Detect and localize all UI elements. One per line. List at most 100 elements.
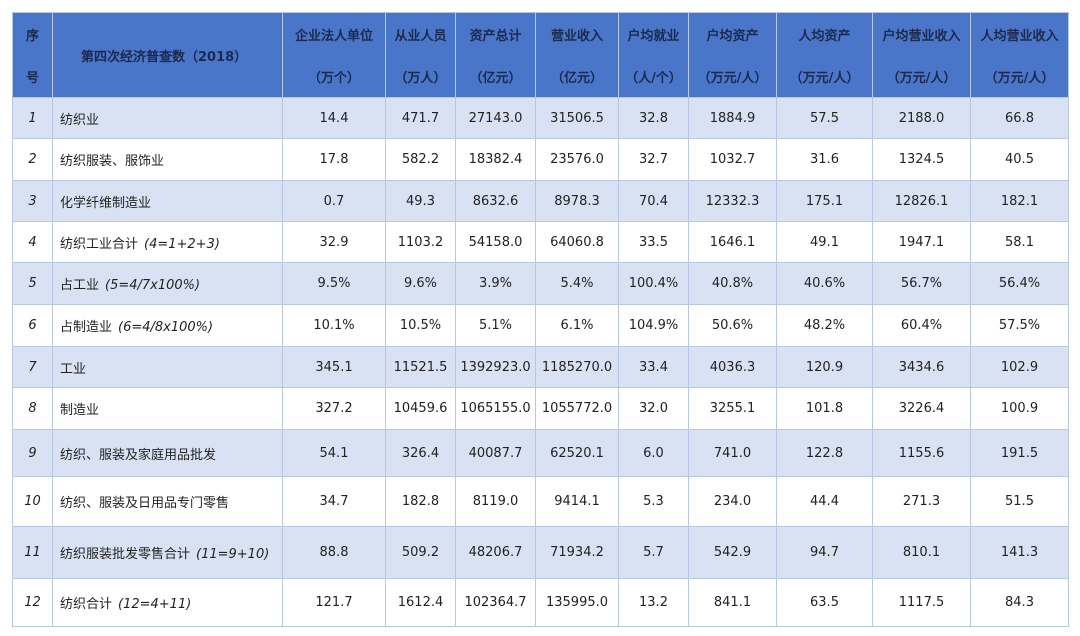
formula-note: (6=4/8x100%) (118, 320, 214, 335)
value-cell: 1117.5 (872, 578, 971, 627)
value-cell: 104.9% (618, 304, 689, 347)
table-row: 5 占工业 (5=4/7x100%) 9.5% 9.6% 3.9% 5.4% 100.4% 40… (12, 262, 1069, 305)
value-cell: 6.0 (618, 429, 689, 477)
value-cell: 54158.0 (455, 221, 536, 263)
value-cell: 1612.4 (385, 578, 456, 627)
seq-cell: 10 (12, 476, 53, 527)
item-name: 占制造业 (60, 320, 113, 335)
value-cell: 1055772.0 (535, 387, 619, 430)
value-cell: 66.8 (970, 97, 1069, 139)
value-cell: 271.3 (872, 476, 971, 527)
table-row: 4 纺织工业合计 (4=1+2+3) 32.9 1103.2 54158.0 64060.8… (12, 221, 1069, 263)
value-cell: 60.4% (872, 304, 971, 347)
value-cell: 57.5 (776, 97, 873, 139)
value-cell: 841.1 (688, 578, 777, 627)
value-cell: 3255.1 (688, 387, 777, 430)
name-cell: 制造业 (52, 387, 283, 430)
value-cell: 44.4 (776, 476, 873, 527)
item-name: 制造业 (60, 403, 100, 418)
value-cell: 1947.1 (872, 221, 971, 263)
item-name: 工业 (60, 361, 87, 377)
value-cell: 327.2 (282, 387, 386, 430)
seq-header: 序 (12, 12, 53, 55)
item-name: 纺织业 (60, 112, 100, 128)
seq-header: 号 (12, 55, 53, 98)
value-cell: 509.2 (385, 526, 456, 579)
value-cell: 64060.8 (535, 221, 619, 263)
value-cell: 10.1% (282, 304, 386, 347)
value-cell: 102.9 (970, 346, 1069, 388)
value-cell: 40.8% (688, 262, 777, 305)
column-unit: （万人） (385, 55, 456, 98)
table-row: 3 化学纤维制造业 0.7 49.3 8632.6 8978.3 70.4 12332.3 17… (12, 180, 1069, 222)
seq-cell: 5 (12, 262, 53, 305)
value-cell: 2188.0 (872, 97, 971, 139)
value-cell: 100.9 (970, 387, 1069, 430)
seq-cell: 11 (12, 526, 53, 579)
value-cell: 54.1 (282, 429, 386, 477)
value-cell: 1884.9 (688, 97, 777, 139)
value-cell: 84.3 (970, 578, 1069, 627)
value-cell: 71934.2 (535, 526, 619, 579)
value-cell: 141.3 (970, 526, 1069, 579)
value-cell: 5.1% (455, 304, 536, 347)
seq-cell: 3 (12, 180, 53, 222)
column-unit: （人/个） (618, 55, 689, 98)
value-cell: 5.7 (618, 526, 689, 579)
value-cell: 741.0 (688, 429, 777, 477)
value-cell: 182.8 (385, 476, 456, 527)
value-cell: 51.5 (970, 476, 1069, 527)
table-row: 2 纺织服装、服饰业 17.8 582.2 18382.4 23576.0 32.7 1032… (12, 138, 1069, 181)
value-cell: 50.6% (688, 304, 777, 347)
name-cell: 纺织合计 (12=4+11) (52, 578, 283, 627)
column-unit: （万个） (282, 55, 386, 98)
value-cell: 1392923.0 (455, 346, 536, 388)
value-cell: 32.9 (282, 221, 386, 263)
item-name: 化学纤维制造业 (60, 195, 152, 211)
item-name: 纺织合计 (60, 597, 113, 612)
value-cell: 40.5 (970, 138, 1069, 181)
value-cell: 32.7 (618, 138, 689, 181)
value-cell: 121.7 (282, 578, 386, 627)
table-row: 11 纺织服装批发零售合计 (11=9+10) 88.8 509.2 48206.7 719… (12, 526, 1069, 579)
column-header: 从业人员 (385, 12, 456, 55)
column-unit: （亿元） (535, 55, 619, 98)
census-table: 序第四次经济普查数（2018） 企业法人单位 从业人员 资产总计 营业收入 户均就业 户均资… (12, 12, 1069, 627)
value-cell: 8632.6 (455, 180, 536, 222)
value-cell: 8119.0 (455, 476, 536, 527)
value-cell: 18382.4 (455, 138, 536, 181)
item-name: 纺织、服装及日用品专门零售 (60, 496, 230, 511)
value-cell: 12332.3 (688, 180, 777, 222)
value-cell: 58.1 (970, 221, 1069, 263)
value-cell: 1103.2 (385, 221, 456, 263)
name-cell: 纺织业 (52, 97, 283, 139)
seq-cell: 8 (12, 387, 53, 430)
value-cell: 48.2% (776, 304, 873, 347)
value-cell: 135995.0 (535, 578, 619, 627)
formula-note: (12=4+11) (118, 597, 192, 612)
item-name: 纺织服装批发零售合计 (60, 547, 191, 562)
name-cell: 占制造业 (6=4/8x100%) (52, 304, 283, 347)
value-cell: 12826.1 (872, 180, 971, 222)
value-cell: 10.5% (385, 304, 456, 347)
table-row: 1 纺织业 14.4 471.7 27143.0 31506.5 32.8 1884.9 57.… (12, 97, 1069, 139)
column-header: 户均营业收入 (872, 12, 971, 55)
value-cell: 582.2 (385, 138, 456, 181)
value-cell: 34.7 (282, 476, 386, 527)
value-cell: 1646.1 (688, 221, 777, 263)
value-cell: 33.5 (618, 221, 689, 263)
value-cell: 56.7% (872, 262, 971, 305)
value-cell: 122.8 (776, 429, 873, 477)
name-cell: 纺织工业合计 (4=1+2+3) (52, 221, 283, 263)
value-cell: 326.4 (385, 429, 456, 477)
value-cell: 23576.0 (535, 138, 619, 181)
value-cell: 17.8 (282, 138, 386, 181)
value-cell: 102364.7 (455, 578, 536, 627)
value-cell: 100.4% (618, 262, 689, 305)
value-cell: 10459.6 (385, 387, 456, 430)
value-cell: 48206.7 (455, 526, 536, 579)
column-header: 户均资产 (688, 12, 777, 55)
value-cell: 4036.3 (688, 346, 777, 388)
value-cell: 88.8 (282, 526, 386, 579)
title-header: 第四次经济普查数（2018） (52, 12, 283, 98)
